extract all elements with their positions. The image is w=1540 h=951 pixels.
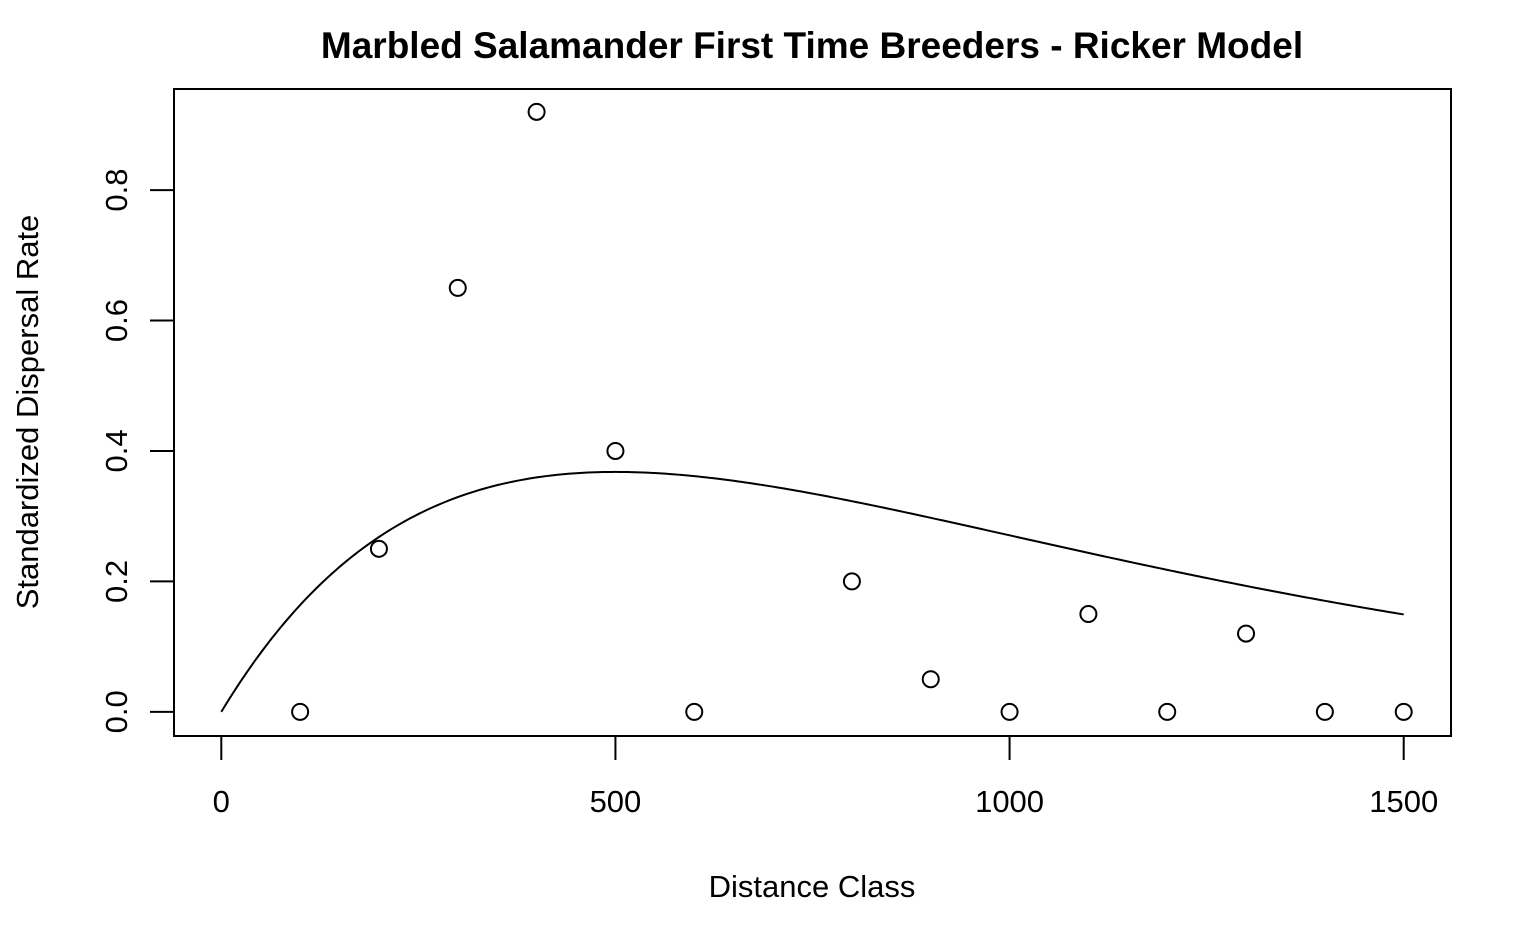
y-tick-label: 0.6 [99,299,134,342]
ricker-curve-layer [220,470,1404,713]
data-point [921,670,940,689]
y-tick-label: 0.4 [99,429,134,472]
data-point [1000,702,1019,721]
y-axis-label: Standardized Dispersal Rate [10,215,45,610]
data-points [291,102,1413,721]
data-point [1158,702,1177,721]
data-point [1315,702,1334,721]
data-point [448,278,467,297]
x-axis-label: Distance Class [709,869,916,904]
plot-area [173,88,1452,737]
x-tick-label: 500 [590,784,642,819]
y-tick-label: 0.0 [99,690,134,733]
data-point [606,441,625,460]
data-point [1079,605,1098,624]
data-point [685,702,704,721]
x-tick-label: 0 [213,784,230,819]
x-tick-label: 1500 [1369,784,1438,819]
data-point [1394,702,1413,721]
y-tick-label: 0.8 [99,169,134,212]
x-axis: 0 500 1000 1500 [213,735,1438,819]
ricker-curve [220,470,1404,713]
data-point [291,702,310,721]
data-point [1237,624,1256,643]
data-point [369,539,388,558]
data-point [842,572,861,591]
x-tick-label: 1000 [975,784,1044,819]
y-tick-label: 0.2 [99,560,134,603]
y-axis: 0.0 0.2 0.4 0.6 0.8 [99,169,175,733]
chart-title: Marbled Salamander First Time Breeders -… [321,25,1303,66]
data-point [527,102,546,121]
